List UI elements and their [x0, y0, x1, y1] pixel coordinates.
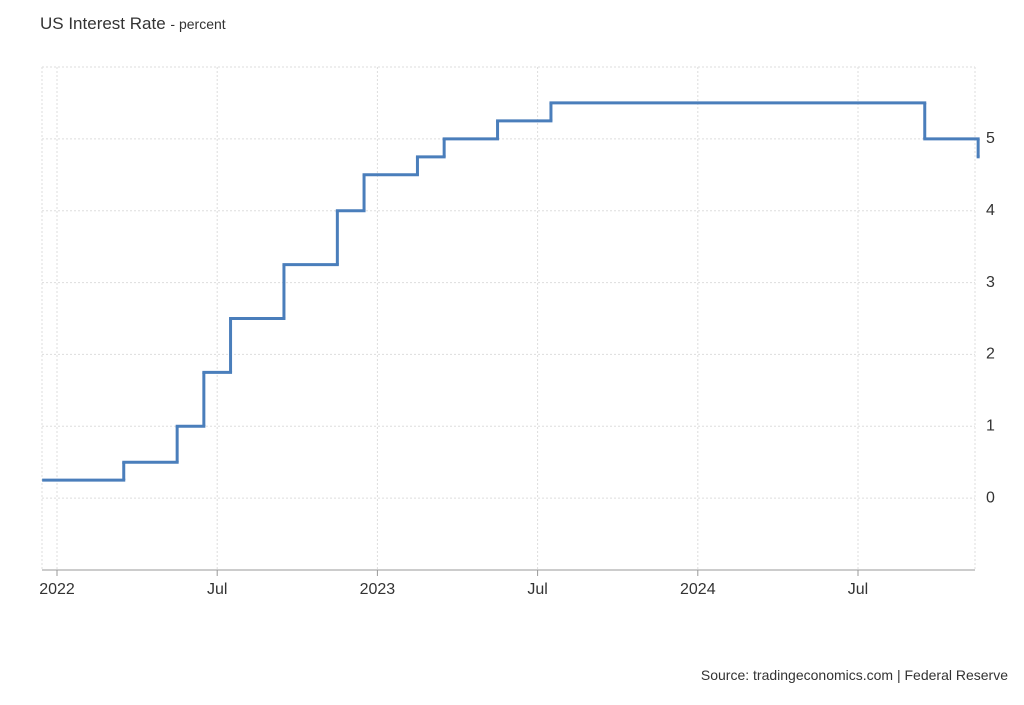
x-tick-label: 2022 — [39, 581, 75, 598]
chart-title: US Interest Rate - percent — [40, 14, 226, 33]
subtitle: - percent — [170, 16, 225, 32]
y-tick-label: 2 — [986, 346, 995, 363]
y-tick-label: 5 — [986, 130, 995, 147]
x-tick-label: Jul — [527, 581, 547, 598]
x-tick-label: 2024 — [680, 581, 716, 598]
x-tick-label: Jul — [207, 581, 227, 598]
source: Source: tradingeconomics.com | Federal R… — [701, 667, 1008, 683]
y-tick-label: 1 — [986, 418, 995, 435]
x-tick-label: 2023 — [360, 581, 396, 598]
y-tick-label: 4 — [986, 202, 995, 219]
title: US Interest Rate — [40, 14, 166, 33]
y-tick-label: 0 — [986, 489, 995, 506]
y-tick-label: 3 — [986, 274, 995, 291]
x-tick-label: Jul — [848, 581, 868, 598]
